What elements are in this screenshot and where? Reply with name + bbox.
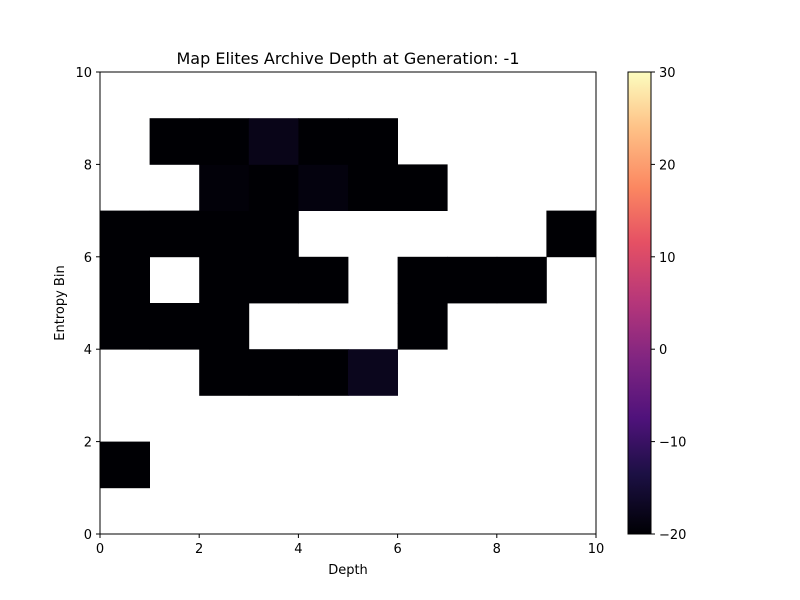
heatmap-cell <box>248 349 299 396</box>
colorbar-tick-label: −10 <box>659 436 686 451</box>
heatmap-cell <box>298 256 349 304</box>
heatmap-cell <box>397 164 448 211</box>
chart-title: Map Elites Archive Depth at Generation: … <box>176 49 519 68</box>
heatmap-cell <box>199 303 250 350</box>
x-axis-ticks: 0 2 4 6 8 10 <box>96 534 604 557</box>
heatmap-cell <box>100 441 150 489</box>
y-axis-ticks: 0 2 4 6 8 10 <box>75 66 100 543</box>
heatmap-cell <box>397 303 448 350</box>
heatmap-cell <box>199 210 250 258</box>
heatmap-cell <box>149 118 200 165</box>
heatmap-cell <box>100 256 150 304</box>
heatmap-cell <box>546 210 597 258</box>
y-axis-label: Entropy Bin <box>53 265 68 340</box>
heatmap-cell <box>149 210 200 258</box>
x-tick-label: 0 <box>96 542 104 557</box>
x-tick-label: 4 <box>294 542 302 557</box>
colorbar-tick-label: 30 <box>659 66 676 81</box>
x-tick-label: 6 <box>393 542 401 557</box>
heatmap-cell <box>199 256 250 304</box>
heatmap-cell <box>100 303 150 350</box>
colorbar-tick-label: 20 <box>659 158 676 173</box>
heatmap-cell <box>248 256 299 304</box>
y-tick-label: 0 <box>84 528 92 543</box>
plot-frame <box>99 71 597 535</box>
heatmap-cell <box>149 303 200 350</box>
colorbar-tick-label: −20 <box>659 528 686 543</box>
heatmap-cell <box>447 256 498 304</box>
heatmap-cell <box>100 210 150 258</box>
colorbar-tick-label: 0 <box>659 343 667 358</box>
heatmap-cell <box>199 118 250 165</box>
colorbar <box>627 71 652 535</box>
y-tick-label: 10 <box>75 66 92 81</box>
heatmap-cell <box>397 256 448 304</box>
x-tick-label: 10 <box>588 542 605 557</box>
heatmap-cells <box>100 118 597 489</box>
x-tick-label: 8 <box>493 542 501 557</box>
y-tick-label: 8 <box>84 158 92 173</box>
colorbar-ticks: 30 20 10 0 −10 −20 <box>651 66 686 543</box>
heatmap-cell <box>496 256 547 304</box>
heatmap-cell <box>199 164 250 211</box>
heatmap-cell <box>248 210 299 258</box>
heatmap-cell <box>348 164 398 211</box>
heatmap-cell <box>298 349 349 396</box>
heatmap-cell <box>348 349 398 396</box>
heatmap-cell <box>199 349 250 396</box>
x-tick-label: 2 <box>195 542 203 557</box>
x-axis-label: Depth <box>328 563 368 578</box>
y-tick-label: 6 <box>84 251 92 266</box>
y-tick-label: 4 <box>84 343 92 358</box>
y-tick-label: 2 <box>84 436 92 451</box>
heatmap-cell <box>348 118 398 165</box>
heatmap-cell <box>298 164 349 211</box>
heatmap-cell <box>298 118 349 165</box>
heatmap-cell <box>248 164 299 211</box>
heatmap-cell <box>248 118 299 165</box>
colorbar-tick-label: 10 <box>659 251 676 266</box>
